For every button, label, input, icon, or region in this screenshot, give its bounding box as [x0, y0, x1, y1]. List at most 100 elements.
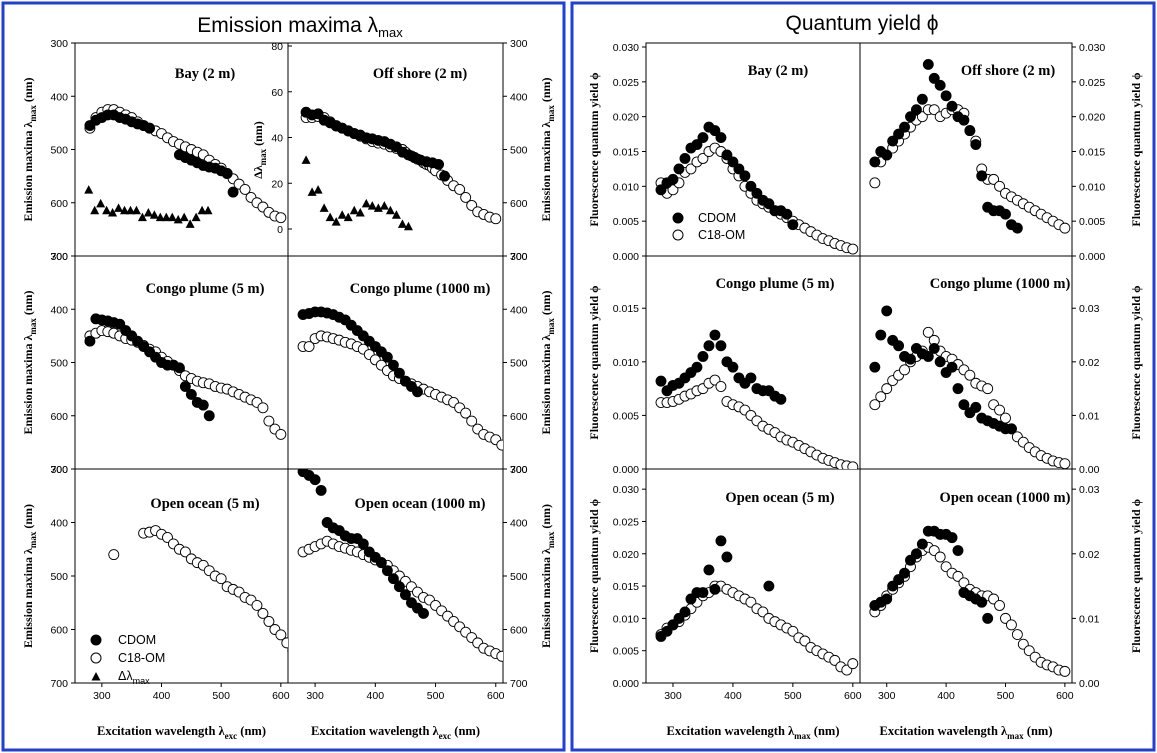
q-cdom-point [721, 551, 733, 563]
left-ytick-label: 300 [50, 38, 68, 50]
subplot-title: Open ocean (1000 m) [355, 496, 486, 512]
q-c18-point [1000, 412, 1011, 424]
delta-point [179, 212, 189, 222]
q-cdom-point [655, 184, 667, 196]
q-ytick-label: 0.030 [1079, 42, 1105, 54]
q-cdom-point [1000, 208, 1011, 220]
q-ytick-label: 0.020 [613, 549, 639, 561]
left-xlabel-sub: exc [225, 731, 238, 741]
delta-point [137, 212, 147, 222]
xtick-label: 500 [427, 690, 445, 702]
q-c18-point [899, 364, 910, 376]
q-cdom-point [697, 587, 709, 598]
q-cdom-point [982, 612, 994, 624]
right-ylabel: Emission maxima λmax (nm) [539, 77, 556, 221]
subplot-title: Open ocean (5 m) [150, 496, 259, 512]
delta-point [90, 205, 100, 215]
q-cdom-point [721, 149, 733, 161]
c18-point [454, 183, 466, 195]
right-panel-title: Quantum yield ϕ [786, 12, 939, 35]
left-ytick-label: 600 [50, 411, 68, 423]
c18-point [466, 415, 478, 427]
cdom-point [309, 474, 321, 486]
left-panel-title: Emission maxima λmax [197, 14, 403, 40]
c18-point [496, 650, 503, 662]
c18-point [490, 213, 502, 225]
q-ytick-label: 0.025 [1079, 77, 1105, 89]
right-ylabel-main: Emission maxima λ [539, 335, 553, 435]
left-ylabel-sub: max [28, 531, 38, 548]
delta-point [403, 221, 413, 231]
left-xlabel-2: Excitation wavelength λexc (nm) [311, 724, 480, 741]
q-cdom-point [727, 156, 739, 168]
q-cdom-point [881, 305, 893, 317]
q-subplot-points [655, 121, 859, 255]
right-ytick-label: 300 [510, 38, 528, 50]
right-ytick-label: 500 [510, 358, 528, 370]
cdom-point [433, 158, 445, 170]
c18-point [287, 648, 288, 654]
right-plot-frame [645, 42, 1073, 684]
q-cdom-point [893, 128, 905, 140]
q-subplot-points [869, 525, 1071, 677]
cdom-point [393, 367, 405, 379]
q-cdom-point [715, 340, 727, 352]
left-ytick-label: 700 [50, 678, 68, 690]
q-cdom-point [940, 90, 952, 102]
q-cdom-point [976, 596, 988, 608]
q-cdom-point [922, 58, 934, 70]
q-ytick-label: 0.01 [1079, 410, 1100, 422]
right-ytick-label: 300 [510, 464, 528, 476]
c18-point [496, 439, 503, 451]
c18-point [281, 637, 288, 649]
q-ytick-label: 0.030 [613, 42, 639, 54]
q-ylabel-left: Fluorescence quantum yield ϕ [587, 72, 601, 227]
q-cdom-point [703, 564, 715, 576]
q-c18-point [1005, 619, 1017, 631]
delta-ylabel-unit: (nm) [251, 121, 265, 149]
legend-cdom-label: CDOM [118, 633, 156, 647]
q-ytick-label: 0.015 [613, 147, 639, 159]
right-ytick-label: 400 [510, 91, 528, 103]
left-xlabel: Excitation wavelength λexc (nm) [97, 724, 266, 741]
right-xlabel-unit: (nm) [811, 724, 840, 738]
legend-delta-label-main: Δλ [118, 669, 133, 683]
delta-point [149, 210, 159, 219]
q-c18-point [869, 177, 881, 189]
subplot-title: Congo plume (5 m) [146, 281, 265, 297]
c18-point [275, 629, 287, 641]
cdom-point [381, 565, 393, 577]
xtick-label: 600 [487, 690, 505, 702]
q-cdom-point [928, 72, 940, 84]
left-ytick-label: 400 [50, 91, 68, 103]
q-ytick-label: 0.03 [1079, 484, 1100, 496]
right-ylabel-main: Emission maxima λ [539, 122, 553, 222]
right-ylabel-unit: (nm) [539, 504, 553, 532]
left-ylabel-sub: max [28, 105, 38, 122]
q-ytick-label: 0.005 [613, 216, 639, 228]
left-plot-frame [74, 42, 504, 684]
right-ylabel: Emission maxima λmax (nm) [539, 290, 556, 434]
q-c18-point [685, 163, 697, 175]
delta-point [125, 205, 135, 215]
delta-point [108, 207, 118, 217]
delta-point [191, 212, 201, 222]
q-xtick-label: 600 [1056, 690, 1074, 702]
left-ylabel: Emission maxima λmax (nm) [21, 290, 38, 434]
c18-point [460, 191, 472, 203]
subplot-points [108, 525, 288, 654]
q-cdom-point [952, 545, 964, 556]
c18-point [275, 428, 287, 440]
cdom-point [375, 557, 387, 569]
left-ylabel-main: Emission maxima λ [21, 335, 35, 435]
q-cdom-point [952, 383, 964, 395]
q-cdom-point [934, 79, 946, 91]
delta-ytick-label: 0 [277, 224, 283, 236]
delta-point [203, 205, 213, 215]
q-cdom-point [916, 93, 928, 105]
right-ytick-label: 500 [510, 571, 528, 583]
delta-point [131, 205, 141, 215]
delta-point [385, 205, 395, 215]
q-cdom-point [905, 353, 916, 365]
right-ylabel-main: Emission maxima λ [539, 548, 553, 648]
